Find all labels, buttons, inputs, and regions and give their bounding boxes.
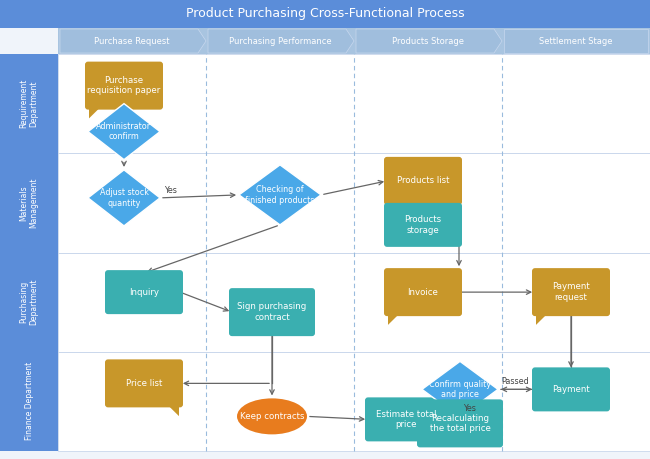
- Text: Purchase Request: Purchase Request: [94, 37, 170, 45]
- Text: Yes: Yes: [164, 186, 177, 195]
- Polygon shape: [356, 29, 502, 53]
- FancyBboxPatch shape: [0, 352, 58, 451]
- Text: Estimate total
price: Estimate total price: [376, 410, 436, 429]
- Text: Invoice: Invoice: [408, 288, 439, 297]
- Text: Confirm quality
and price: Confirm quality and price: [429, 380, 491, 399]
- Polygon shape: [88, 104, 160, 160]
- FancyBboxPatch shape: [384, 268, 462, 316]
- Text: Finance Department: Finance Department: [25, 362, 34, 441]
- FancyBboxPatch shape: [58, 28, 650, 54]
- Text: Purchase
requisition paper: Purchase requisition paper: [87, 76, 161, 95]
- Text: Products
storage: Products storage: [404, 215, 441, 235]
- Polygon shape: [536, 313, 548, 325]
- Text: Payment
request: Payment request: [552, 282, 590, 302]
- Polygon shape: [422, 361, 498, 417]
- Text: Adjust stock
quantity: Adjust stock quantity: [99, 188, 148, 207]
- Text: Passed: Passed: [501, 377, 528, 386]
- Text: Payment: Payment: [552, 385, 590, 394]
- Text: Products Storage: Products Storage: [392, 37, 464, 45]
- Text: Sign purchasing
contract: Sign purchasing contract: [237, 302, 307, 322]
- Ellipse shape: [237, 398, 307, 434]
- Text: Products list: Products list: [396, 176, 449, 185]
- Polygon shape: [88, 170, 160, 226]
- FancyBboxPatch shape: [58, 153, 650, 252]
- Polygon shape: [89, 106, 101, 118]
- FancyBboxPatch shape: [85, 62, 163, 110]
- Text: Recalculating
the total price: Recalculating the total price: [430, 414, 491, 433]
- FancyBboxPatch shape: [0, 54, 58, 153]
- FancyBboxPatch shape: [417, 399, 503, 448]
- Text: Materials
Management: Materials Management: [20, 178, 39, 228]
- FancyBboxPatch shape: [58, 54, 650, 153]
- Text: Requirement
Department: Requirement Department: [20, 79, 39, 129]
- Polygon shape: [388, 313, 400, 325]
- Polygon shape: [167, 404, 179, 416]
- Text: Purchasing Performance: Purchasing Performance: [229, 37, 332, 45]
- Text: Price list: Price list: [126, 379, 162, 388]
- FancyBboxPatch shape: [384, 203, 462, 247]
- FancyBboxPatch shape: [105, 359, 183, 408]
- FancyBboxPatch shape: [365, 397, 447, 442]
- Text: Purchasing
Department: Purchasing Department: [20, 279, 39, 325]
- Text: Settlement Stage: Settlement Stage: [540, 37, 613, 45]
- Polygon shape: [388, 202, 400, 213]
- FancyBboxPatch shape: [0, 252, 58, 352]
- Polygon shape: [208, 29, 354, 53]
- FancyBboxPatch shape: [532, 367, 610, 411]
- Polygon shape: [239, 165, 321, 225]
- FancyBboxPatch shape: [0, 153, 58, 252]
- Text: Yes: Yes: [463, 404, 476, 413]
- Text: Keep contracts: Keep contracts: [240, 412, 304, 421]
- Polygon shape: [60, 29, 206, 53]
- FancyBboxPatch shape: [105, 270, 183, 314]
- FancyBboxPatch shape: [532, 268, 610, 316]
- FancyBboxPatch shape: [229, 288, 315, 336]
- Text: Administrator
confirm: Administrator confirm: [96, 122, 151, 141]
- Polygon shape: [504, 29, 648, 53]
- Text: Checking of
finished products: Checking of finished products: [245, 185, 315, 205]
- Text: Product Purchasing Cross-Functional Process: Product Purchasing Cross-Functional Proc…: [186, 7, 464, 21]
- FancyBboxPatch shape: [58, 252, 650, 352]
- FancyBboxPatch shape: [384, 157, 462, 205]
- FancyBboxPatch shape: [58, 352, 650, 451]
- FancyBboxPatch shape: [0, 0, 650, 28]
- Text: Inquiry: Inquiry: [129, 288, 159, 297]
